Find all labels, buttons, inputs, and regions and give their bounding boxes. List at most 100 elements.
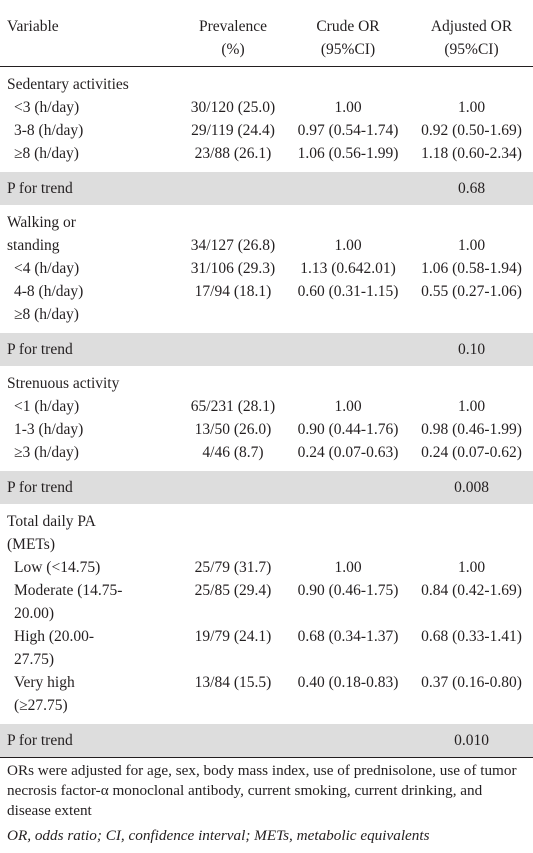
table-row: <4 (h/day) 31/106 (29.3) 1.13 (0.642.01)… — [0, 257, 533, 280]
row-label: 4-8 (h/day) — [14, 283, 84, 300]
p-trend-value: 0.010 — [454, 732, 489, 749]
table-row: 3-8 (h/day) 29/119 (24.4) 0.97 (0.54-1.7… — [0, 119, 533, 142]
header-prevalence: Prevalence (%) — [180, 15, 286, 61]
table-footnote: ORs were adjusted for age, sex, body mas… — [7, 762, 517, 819]
row-prevalence: 19/79 (24.1) — [194, 628, 272, 645]
row-adjusted-or: 1.06 (0.58-1.94) — [421, 260, 522, 277]
section-strenuous: Strenuous activity <1 (h/day) 65/231 (28… — [0, 366, 533, 471]
header-adjusted-line2: (95%CI) — [444, 41, 499, 58]
row-prevalence: 17/94 (18.1) — [194, 283, 272, 300]
section-title: Sedentary activities — [7, 76, 129, 93]
row-adjusted-or: 0.55 (0.27-1.06) — [421, 283, 522, 300]
row-crude-or: 1.13 (0.642.01) — [300, 260, 396, 277]
row-prevalence: 34/127 (26.8) — [190, 237, 276, 254]
section-title-row: Strenuous activity — [0, 372, 533, 395]
section-title-line2: standing — [7, 237, 60, 254]
row-label-line1: High (20.00- — [14, 628, 95, 645]
header-prevalence-line1: Prevalence — [199, 18, 267, 35]
row-label: <1 (h/day) — [14, 398, 80, 415]
row-crude-or: 1.00 — [334, 559, 362, 576]
row-label-line2: 20.00) — [14, 605, 55, 622]
row-label-line2: 27.75) — [14, 651, 55, 668]
header-crude-line1: Crude OR — [316, 18, 380, 35]
row-crude-or: 0.97 (0.54-1.74) — [297, 122, 399, 139]
section-title-row: (METs) — [0, 533, 533, 556]
section-title-row: Sedentary activities — [0, 73, 533, 96]
row-label: Very high (≥27.75) — [0, 671, 180, 717]
p-trend-row: P for trend 0.68 — [0, 172, 533, 205]
row-crude-or: 1.00 — [334, 99, 362, 116]
header-crude-line2: (95%CI) — [320, 41, 376, 58]
row-crude-or: 0.40 (0.18-0.83) — [297, 674, 399, 691]
table-row: standing 34/127 (26.8) 1.00 1.00 — [0, 234, 533, 257]
row-adjusted-or: 0.98 (0.46-1.99) — [421, 421, 522, 438]
row-adjusted-or: 0.37 (0.16-0.80) — [421, 674, 522, 691]
row-crude-or: 1.06 (0.56-1.99) — [297, 145, 399, 162]
row-adjusted-or: 1.00 — [457, 398, 486, 415]
row-label: 1-3 (h/day) — [14, 421, 84, 438]
p-trend-value: 0.68 — [457, 180, 486, 197]
row-label: Moderate (14.75- 20.00) — [0, 579, 180, 625]
table-header-row: Variable Prevalence (%) Crude OR (95%CI)… — [0, 0, 533, 66]
row-label: ≥3 (h/day) — [14, 444, 79, 461]
row-label: High (20.00- 27.75) — [0, 625, 180, 671]
row-prevalence: 25/79 (31.7) — [194, 559, 272, 576]
section-title: Strenuous activity — [7, 375, 120, 392]
row-prevalence: 30/120 (25.0) — [190, 99, 276, 116]
p-trend-row: P for trend 0.010 — [0, 724, 533, 757]
row-crude-or: 0.90 (0.46-1.75) — [297, 582, 399, 599]
row-label: ≥8 (h/day) — [14, 306, 79, 323]
row-label-line2: (≥27.75) — [14, 697, 68, 714]
row-crude-or: 0.90 (0.44-1.76) — [297, 421, 399, 438]
row-label: <3 (h/day) — [14, 99, 80, 116]
row-crude-or: 1.00 — [334, 398, 362, 415]
table-row: ≥3 (h/day) 4/46 (8.7) 0.24 (0.07-0.63) 0… — [0, 441, 533, 464]
row-prevalence: 29/119 (24.4) — [191, 122, 275, 139]
header-rule — [0, 66, 533, 67]
header-variable: Variable — [7, 18, 59, 35]
header-adjusted-line1: Adjusted OR — [430, 18, 513, 35]
row-prevalence: 4/46 (8.7) — [202, 444, 264, 461]
row-adjusted-or: 1.00 — [457, 99, 486, 116]
row-crude-or: 0.24 (0.07-0.63) — [297, 444, 399, 461]
row-crude-or: 0.68 (0.34-1.37) — [297, 628, 399, 645]
table-row: High (20.00- 27.75) 19/79 (24.1) 0.68 (0… — [0, 625, 533, 671]
table-row: <1 (h/day) 65/231 (28.1) 1.00 1.00 — [0, 395, 533, 418]
p-trend-label: P for trend — [7, 479, 73, 496]
table-row: ≥8 (h/day) 23/88 (26.1) 1.06 (0.56-1.99)… — [0, 142, 533, 165]
table-row: Very high (≥27.75) 13/84 (15.5) 0.40 (0.… — [0, 671, 533, 717]
row-adjusted-or: 0.84 (0.42-1.69) — [421, 582, 522, 599]
table-row: 4-8 (h/day) 17/94 (18.1) 0.60 (0.31-1.15… — [0, 280, 533, 303]
section-title-line2: (METs) — [7, 536, 55, 553]
section-sedentary: Sedentary activities <3 (h/day) 30/120 (… — [0, 67, 533, 172]
row-label-line1: Low (<14.75) — [14, 559, 101, 576]
row-adjusted-or: 0.92 (0.50-1.69) — [421, 122, 522, 139]
row-prevalence: 23/88 (26.1) — [194, 145, 272, 162]
table-row: 1-3 (h/day) 13/50 (26.0) 0.90 (0.44-1.76… — [0, 418, 533, 441]
section-title: Total daily PA — [7, 513, 96, 530]
row-prevalence: 65/231 (28.1) — [190, 398, 276, 415]
p-trend-value: 0.10 — [457, 341, 486, 358]
header-adjusted-or: Adjusted OR (95%CI) — [410, 15, 533, 61]
row-label-line1: Moderate (14.75- — [14, 582, 123, 599]
row-label: 3-8 (h/day) — [14, 122, 84, 139]
p-trend-label: P for trend — [7, 341, 73, 358]
table-abbreviations: OR, odds ratio; CI, confidence interval;… — [7, 827, 430, 844]
header-prevalence-line2: (%) — [221, 41, 245, 58]
row-label: <4 (h/day) — [14, 260, 80, 277]
p-trend-label: P for trend — [7, 180, 73, 197]
row-adjusted-or: 1.18 (0.60-2.34) — [421, 145, 522, 162]
row-label: Low (<14.75) — [0, 556, 180, 579]
row-label: ≥8 (h/day) — [14, 145, 79, 162]
table-row: Moderate (14.75- 20.00) 25/85 (29.4) 0.9… — [0, 579, 533, 625]
row-adjusted-or: 1.00 — [457, 559, 486, 576]
row-adjusted-or: 1.00 — [457, 237, 486, 254]
row-adjusted-or: 0.68 (0.33-1.41) — [421, 628, 522, 645]
row-prevalence: 13/84 (15.5) — [194, 674, 272, 691]
p-trend-row: P for trend 0.10 — [0, 333, 533, 366]
row-prevalence: 31/106 (29.3) — [190, 260, 276, 277]
section-title: Walking or — [7, 214, 76, 231]
footer-rule — [0, 757, 533, 758]
table-row: Low (<14.75) 25/79 (31.7) 1.00 1.00 — [0, 556, 533, 579]
